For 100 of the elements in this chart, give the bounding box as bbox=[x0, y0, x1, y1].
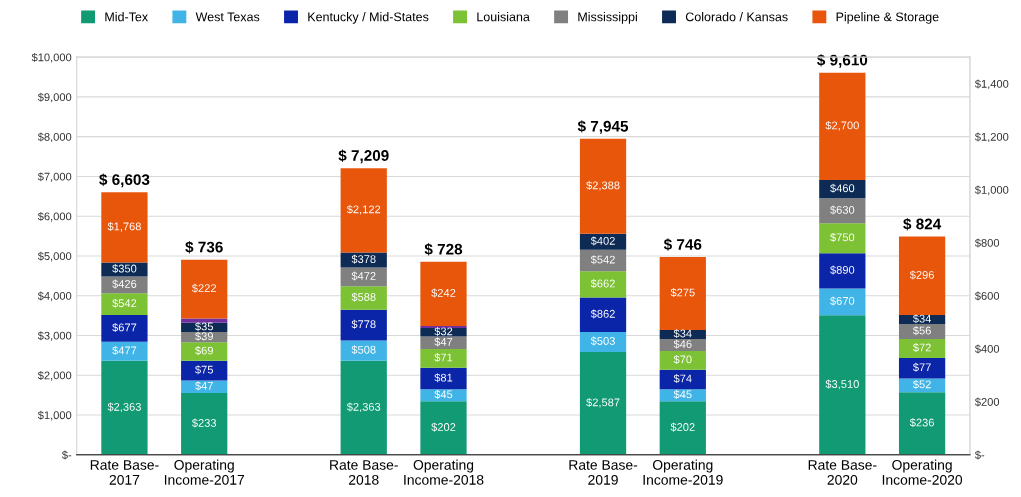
y-tick-label: $3,000 bbox=[37, 331, 72, 341]
bar bbox=[340, 286, 387, 310]
data-label: $508 bbox=[351, 345, 376, 355]
data-label: $890 bbox=[830, 265, 855, 275]
data-label: $75 bbox=[195, 365, 213, 375]
y2-tick-label: $600 bbox=[974, 291, 1000, 301]
data-label: $74 bbox=[673, 374, 692, 384]
bar bbox=[659, 351, 706, 370]
data-label: $542 bbox=[590, 255, 615, 265]
bar bbox=[579, 297, 627, 332]
data-label: $242 bbox=[431, 288, 456, 298]
y2-tick-label: $400 bbox=[974, 344, 1000, 354]
y2-tick-label: $200 bbox=[974, 397, 1000, 407]
bar bbox=[659, 257, 706, 330]
bar bbox=[819, 72, 866, 181]
data-label: $233 bbox=[191, 418, 217, 428]
data-label: $202 bbox=[431, 422, 456, 432]
bar bbox=[181, 360, 228, 381]
data-label: $2,587 bbox=[586, 397, 620, 408]
data-label: $32 bbox=[434, 326, 453, 336]
y-tick-label: $6,000 bbox=[37, 212, 72, 222]
x-tick-label: Rate Base- 2018 bbox=[330, 460, 398, 485]
data-label: $39 bbox=[195, 331, 213, 341]
y-tick-label: $5,000 bbox=[37, 251, 72, 262]
data-label: $77 bbox=[912, 362, 931, 372]
bar bbox=[819, 223, 866, 254]
data-label: $275 bbox=[670, 288, 695, 298]
bar bbox=[101, 293, 148, 315]
data-label: $588 bbox=[351, 292, 376, 302]
y-tick-label: $4,000 bbox=[37, 291, 72, 302]
x-tick-label: Operating Income-2020 bbox=[882, 459, 963, 485]
data-label: $72 bbox=[912, 343, 931, 353]
data-label: $1,768 bbox=[107, 222, 141, 232]
data-label: $35 bbox=[195, 322, 213, 332]
bar bbox=[181, 318, 228, 323]
data-label: $52 bbox=[912, 379, 931, 389]
data-label: $296 bbox=[909, 270, 934, 280]
data-label: $460 bbox=[830, 183, 855, 193]
bar bbox=[819, 198, 866, 224]
data-label: $630 bbox=[830, 205, 855, 215]
bar bbox=[819, 315, 866, 455]
bar bbox=[659, 401, 706, 455]
x-tick-label: Operating Income-2018 bbox=[404, 459, 484, 485]
legend-label: Colorado / Kansas bbox=[685, 12, 788, 22]
y-tick-label: $7,000 bbox=[37, 172, 72, 182]
data-label: $677 bbox=[112, 323, 137, 333]
y2-tick-label: $1,200 bbox=[974, 132, 1009, 143]
data-label: $426 bbox=[112, 279, 137, 289]
y-tick-label: $10,000 bbox=[31, 52, 72, 63]
bar bbox=[659, 369, 706, 390]
bar bbox=[101, 341, 148, 361]
y-tick-label: $- bbox=[61, 450, 72, 460]
bar bbox=[420, 348, 467, 368]
bar bbox=[420, 336, 467, 349]
legend-label: Mississippi bbox=[578, 12, 637, 24]
data-label: $2,363 bbox=[107, 402, 141, 413]
legend-label: West Texas bbox=[195, 12, 260, 22]
data-label: $472 bbox=[351, 271, 376, 281]
y2-tick-label: $- bbox=[974, 450, 985, 460]
data-label: $2,700 bbox=[825, 120, 859, 131]
x-tick-label: Rate Base- 2019 bbox=[569, 460, 638, 485]
bar bbox=[420, 401, 467, 455]
data-label: $750 bbox=[830, 232, 855, 242]
bar bbox=[579, 138, 627, 234]
data-label: $2,363 bbox=[346, 402, 381, 413]
bar bbox=[579, 233, 627, 250]
bar bbox=[181, 259, 228, 319]
data-label: $34 bbox=[673, 329, 692, 339]
legend-label: Kentucky / Mid-States bbox=[308, 12, 429, 24]
data-label: $378 bbox=[351, 254, 376, 264]
bar bbox=[659, 389, 706, 402]
annotation: $ 746 bbox=[663, 238, 702, 251]
y2-tick-label: $1,400 bbox=[974, 79, 1009, 90]
data-label: $662 bbox=[590, 279, 615, 289]
total-label: $ 6,603 bbox=[99, 173, 150, 188]
data-label: $503 bbox=[590, 336, 615, 346]
data-label: $45 bbox=[673, 389, 692, 399]
data-label: $222 bbox=[191, 283, 216, 293]
bar bbox=[420, 367, 467, 390]
data-label: $69 bbox=[195, 346, 213, 356]
bar bbox=[101, 314, 148, 342]
data-label: $47 bbox=[195, 381, 213, 391]
bar bbox=[420, 328, 467, 337]
bar bbox=[340, 168, 387, 253]
data-label: $46 bbox=[673, 339, 692, 349]
bar bbox=[420, 325, 467, 329]
bar bbox=[898, 236, 946, 316]
total-label: $ 7,209 bbox=[338, 149, 389, 164]
bar bbox=[579, 351, 627, 455]
bar bbox=[898, 358, 946, 379]
bar bbox=[101, 276, 148, 294]
y-tick-label: $2,000 bbox=[37, 371, 72, 381]
x-tick-label: Operating Income-2017 bbox=[164, 459, 245, 485]
bar bbox=[101, 360, 148, 455]
data-label: $670 bbox=[830, 296, 855, 306]
data-label: $778 bbox=[351, 319, 376, 329]
legend-label: Mid-Tex bbox=[105, 12, 148, 22]
bar bbox=[101, 192, 148, 263]
data-label: $542 bbox=[112, 298, 137, 308]
annotation: $ 728 bbox=[424, 243, 463, 256]
